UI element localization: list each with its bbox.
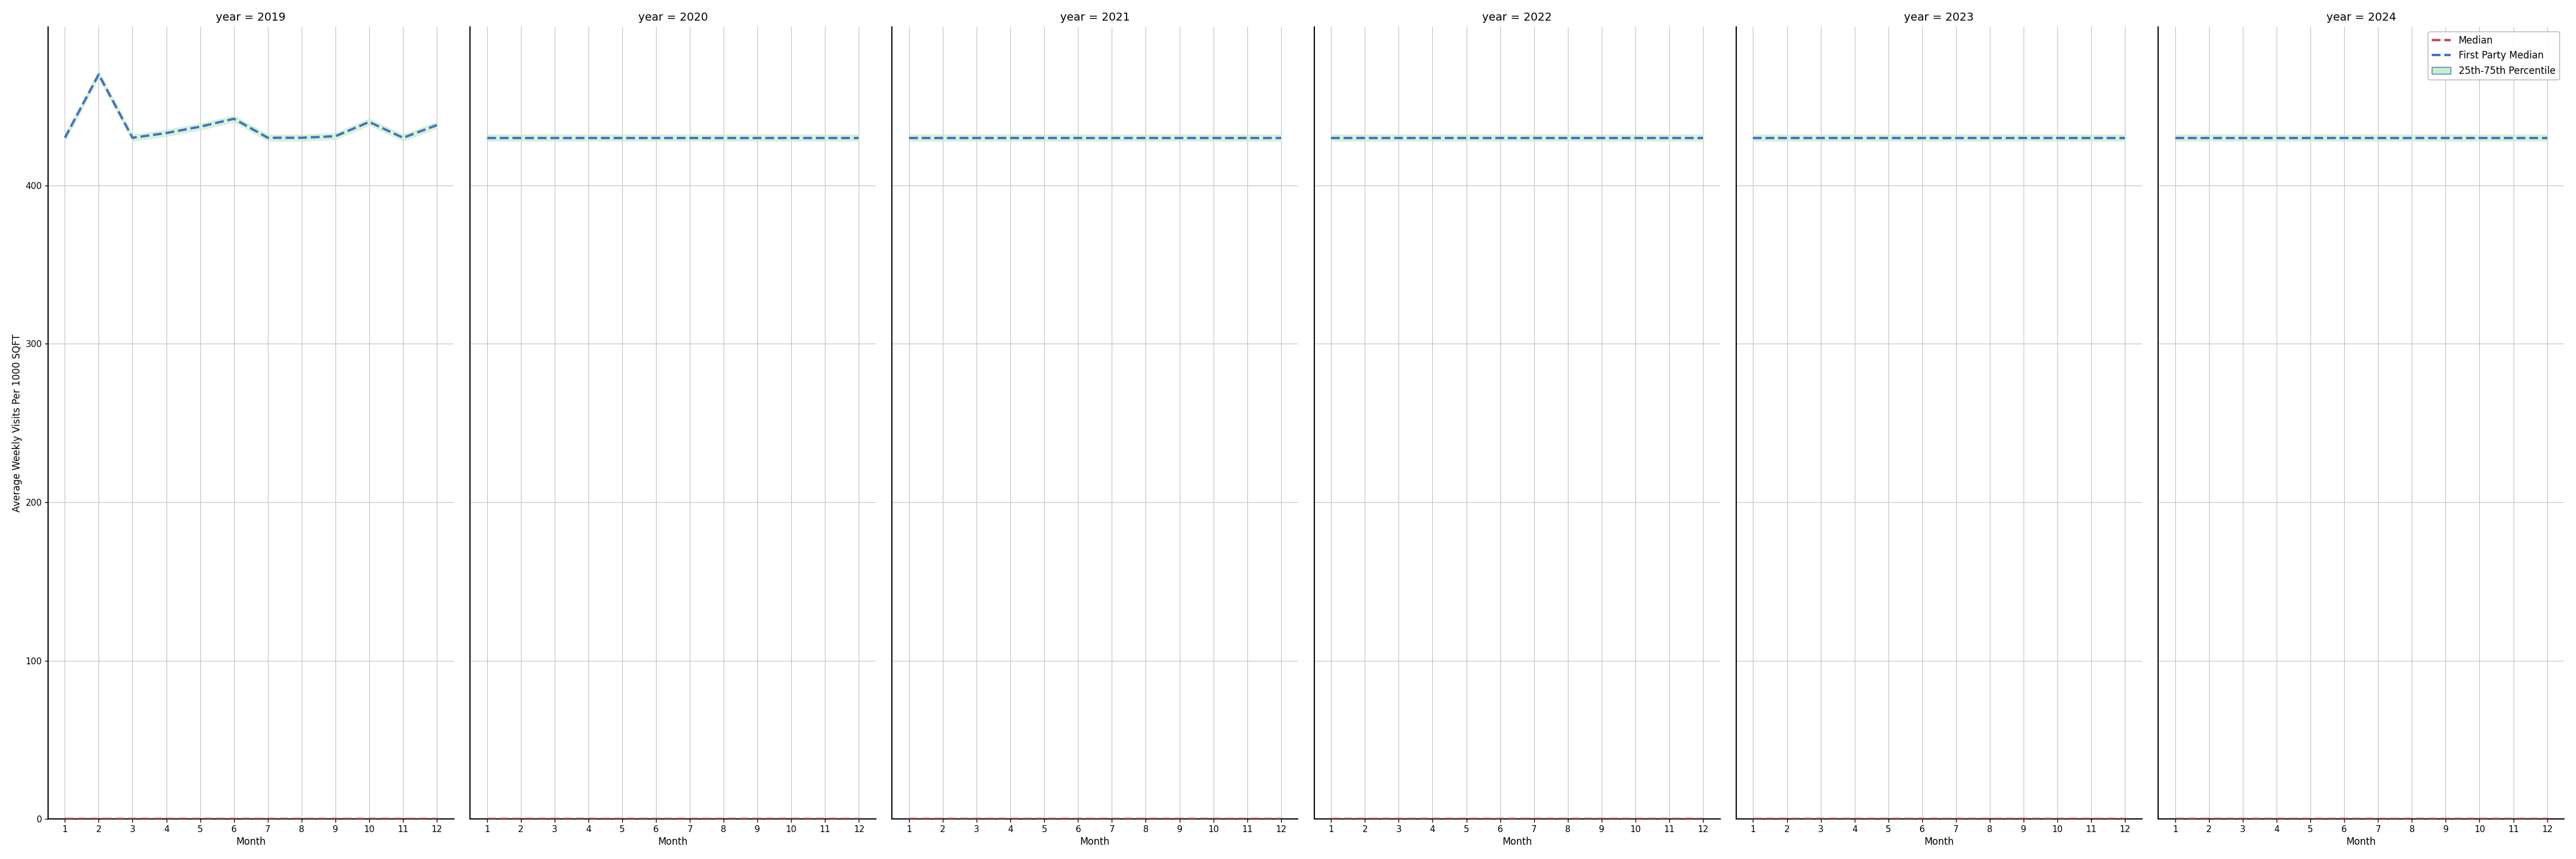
Y-axis label: Average Weekly Visits Per 1000 SQFT: Average Weekly Visits Per 1000 SQFT — [13, 334, 23, 512]
Title: year = 2020: year = 2020 — [639, 12, 708, 23]
Title: year = 2019: year = 2019 — [216, 12, 286, 23]
X-axis label: Month: Month — [1924, 837, 1955, 847]
Title: year = 2021: year = 2021 — [1061, 12, 1131, 23]
X-axis label: Month: Month — [2347, 837, 2375, 847]
Title: year = 2024: year = 2024 — [2326, 12, 2396, 23]
Legend: Median, First Party Median, 25th-75th Percentile: Median, First Party Median, 25th-75th Pe… — [2429, 32, 2561, 80]
X-axis label: Month: Month — [657, 837, 688, 847]
X-axis label: Month: Month — [1079, 837, 1110, 847]
X-axis label: Month: Month — [237, 837, 265, 847]
Title: year = 2023: year = 2023 — [1904, 12, 1973, 23]
X-axis label: Month: Month — [1502, 837, 1533, 847]
Title: year = 2022: year = 2022 — [1481, 12, 1551, 23]
